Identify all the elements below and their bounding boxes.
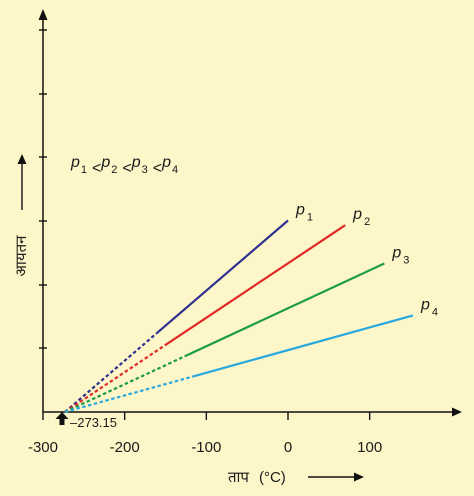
x-axis-title-arrowhead — [354, 472, 364, 482]
axes — [38, 9, 462, 417]
x-tick-label: 0 — [284, 439, 292, 456]
x-axis-arrowhead — [452, 407, 462, 417]
y-axis-title: आयतन — [13, 235, 30, 277]
x-tick-label: -300 — [28, 439, 58, 456]
x-tick-label: 100 — [357, 439, 382, 456]
y-axis-title-arrowhead — [17, 154, 27, 164]
series-line-extrapolated — [64, 344, 167, 413]
series-line-extrapolated — [64, 331, 159, 413]
series-line-extrapolated — [64, 354, 187, 413]
x-axis-title: ताप (°C) — [228, 469, 286, 486]
pressure-relation: p1 <p2 <p3 <p4 — [70, 154, 178, 177]
intercept-arrow-icon — [55, 412, 69, 425]
x-tick-label: -100 — [191, 439, 221, 456]
x-tick-label: -200 — [110, 439, 140, 456]
series-line-measured — [185, 262, 385, 357]
ticks: -300 -200 -100 0 100 — [28, 29, 382, 456]
y-axis-arrowhead — [38, 9, 48, 20]
series-lines — [64, 219, 414, 414]
labels: p 1 p 2 p 3 p 4 p1 <p2 <p3 <p4 –273.15 ताप (°C) आयतन — [13, 154, 438, 486]
series-line-measured — [164, 224, 346, 346]
series-line-extrapolated — [64, 375, 195, 414]
intercept-label: –273.15 — [70, 415, 117, 430]
series-line-measured — [193, 314, 414, 378]
series-line-measured — [156, 219, 289, 334]
